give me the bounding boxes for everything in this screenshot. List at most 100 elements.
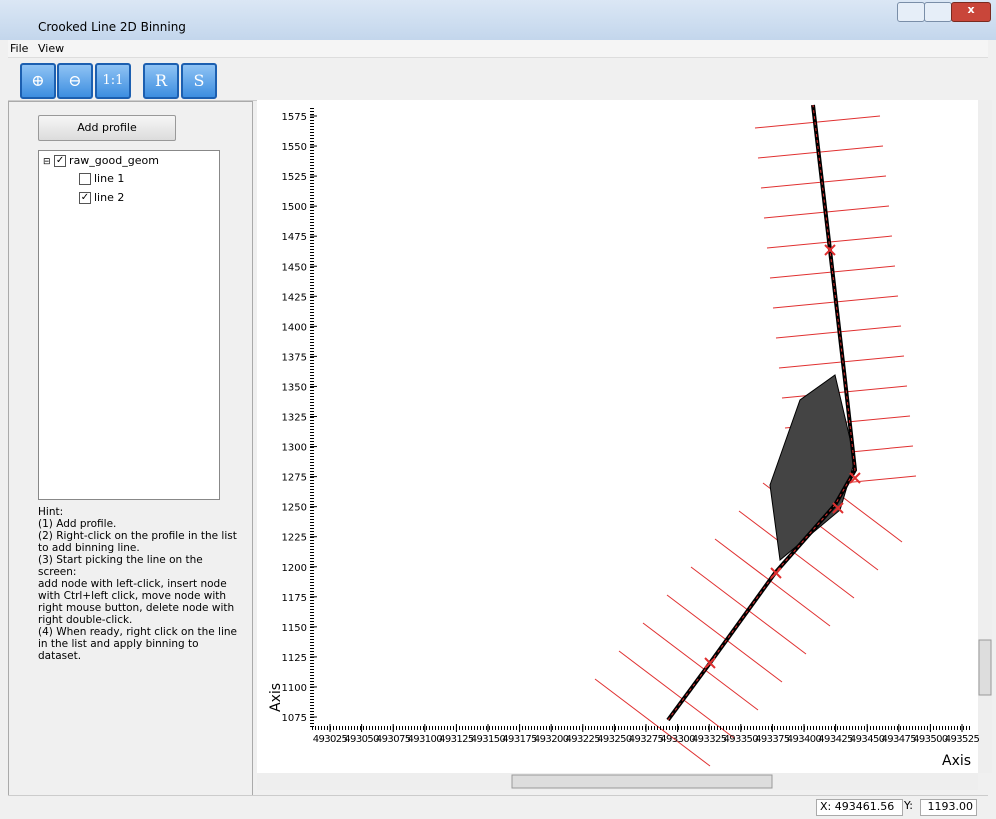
y-tick-label: 1325 xyxy=(282,413,307,424)
status-x: X: 493461.56 xyxy=(816,799,903,816)
y-tick-label: 1375 xyxy=(282,352,307,363)
binning-line xyxy=(667,104,856,721)
y-tick-label: 1575 xyxy=(282,112,307,123)
hint-line: (2) Right-click on the profile in the li… xyxy=(38,530,237,542)
node xyxy=(770,567,782,579)
v-scroll-thumb[interactable] xyxy=(978,639,992,696)
x-tick-label: 493500 xyxy=(913,734,948,745)
toolbar: ⊕ ⊖ 1:1 R S xyxy=(8,58,988,101)
menu-item[interactable]: View xyxy=(38,42,65,55)
menu-item[interactable]: File xyxy=(10,42,29,55)
x-tick-label: 493450 xyxy=(850,734,885,745)
x-tick-label: 493025 xyxy=(313,734,348,745)
y-tick-label: 1450 xyxy=(282,262,307,273)
hint-line: screen: xyxy=(38,566,77,578)
x-tick-label: 493375 xyxy=(755,734,790,745)
x-tick-label: 493350 xyxy=(724,734,759,745)
y-tick-label: 1150 xyxy=(282,623,307,634)
minimize[interactable] xyxy=(897,2,925,22)
hint-line: right mouse button, delete node with xyxy=(38,602,235,614)
tree-node[interactable]: line 1 xyxy=(79,172,124,185)
hint-line: Hint: xyxy=(38,506,64,518)
node xyxy=(832,502,844,514)
bin-line xyxy=(666,594,783,683)
node xyxy=(824,244,836,256)
x-tick-label: 493050 xyxy=(344,734,379,745)
hint-line: right double-click. xyxy=(38,614,133,626)
y-tick-label: 1425 xyxy=(282,292,307,303)
h-scroll-thumb[interactable] xyxy=(511,774,773,789)
y-tick-label: 1500 xyxy=(282,202,307,213)
y-tick-label: 1400 xyxy=(282,322,307,333)
x-tick-label: 493400 xyxy=(787,734,822,745)
y-tick-label: 1475 xyxy=(282,232,307,243)
hint-line: add node with left-click, insert node xyxy=(38,578,227,590)
x-tick-label: 493200 xyxy=(534,734,569,745)
y-tick-label: 1075 xyxy=(282,713,307,724)
node-label: line 2 xyxy=(94,191,125,204)
hint-line: (1) Add profile. xyxy=(38,518,117,530)
nodes xyxy=(704,244,861,669)
x-tick-label: 493250 xyxy=(597,734,632,745)
hint-line: with Ctrl+left click, move node with xyxy=(38,590,227,602)
plot-background xyxy=(257,100,978,773)
zoom-in[interactable]: ⊕ xyxy=(20,63,56,99)
close[interactable]: x xyxy=(951,2,991,22)
zoom-out[interactable]: ⊖ xyxy=(57,63,93,99)
y-tick-label: 1350 xyxy=(282,382,307,393)
y-tick-label: 1175 xyxy=(282,593,307,604)
x-tick-label: 493425 xyxy=(818,734,853,745)
node xyxy=(849,472,861,484)
tree-node[interactable]: ⊟ ✓ raw_good_geom xyxy=(43,154,159,167)
bin-line xyxy=(642,622,759,711)
hint: Hint: (1) Add profile. (2) Right-click on … xyxy=(38,506,237,662)
x-tick-label: 493225 xyxy=(566,734,601,745)
y-tick-label: 1125 xyxy=(282,653,307,664)
hint-line: in the list and apply binning to xyxy=(38,638,199,650)
y-tick-label: 1275 xyxy=(282,473,307,484)
zoom-reset[interactable]: 1:1 xyxy=(95,63,131,99)
hint-line: dataset. xyxy=(38,650,82,662)
node-label: line 1 xyxy=(94,172,125,185)
y-tick-label: 1550 xyxy=(282,142,307,153)
status-y-label: Y: xyxy=(904,799,913,812)
hint-line: (3) Start picking the line on the xyxy=(38,554,203,566)
window-title: Crooked Line 2D Binning xyxy=(38,20,186,34)
maximize[interactable] xyxy=(924,2,952,22)
add-profile-button[interactable]: Add profile xyxy=(38,115,176,141)
s-button[interactable]: S xyxy=(181,63,217,99)
title-bar: Crooked Line 2D Binning x xyxy=(0,0,996,40)
bin-line xyxy=(754,115,881,129)
node-label: raw_good_geom xyxy=(69,154,159,167)
menu-bar: File View xyxy=(8,40,988,58)
v-scrollbar[interactable] xyxy=(978,100,992,773)
y-tick-label: 1250 xyxy=(282,503,307,514)
bin-line xyxy=(714,538,831,627)
y-tick-label: 1225 xyxy=(282,533,307,544)
x-tick-label: 493125 xyxy=(439,734,474,745)
r-button[interactable]: R xyxy=(143,63,179,99)
x-tick-label: 493075 xyxy=(376,734,411,745)
bin-line xyxy=(618,650,735,739)
plot-area: Axis Axis 1075 1100 1125 1150 1175 1200 1225 12… xyxy=(257,100,992,790)
x-tick-label: 493175 xyxy=(502,734,537,745)
node xyxy=(704,657,716,669)
bin-line xyxy=(738,510,855,599)
y-tick-label: 1200 xyxy=(282,563,307,574)
x-tick-label: 493475 xyxy=(882,734,917,745)
hint-line: (4) When ready, right click on the line xyxy=(38,626,237,638)
status-y: 1193.00 xyxy=(920,799,977,816)
x-tick-label: 493325 xyxy=(692,734,727,745)
status-bar: X: 493461.56 Y: 1193.00 xyxy=(8,795,988,818)
y-tick-label: 1100 xyxy=(282,683,307,694)
hint-line: to add binning line. xyxy=(38,542,140,554)
tree-node[interactable]: ✓ line 2 xyxy=(79,191,125,204)
y-axis-title: Axis xyxy=(268,683,284,712)
x-tick-label: 493150 xyxy=(471,734,506,745)
x-tick-label: 493525 xyxy=(945,734,980,745)
y-tick-label: 1300 xyxy=(282,443,307,454)
x-tick-label: 493275 xyxy=(629,734,664,745)
profile-tree: ⊟ ✓ raw_good_geom line 1 ✓ line 2 xyxy=(38,150,220,500)
x-tick-label: 493300 xyxy=(660,734,695,745)
